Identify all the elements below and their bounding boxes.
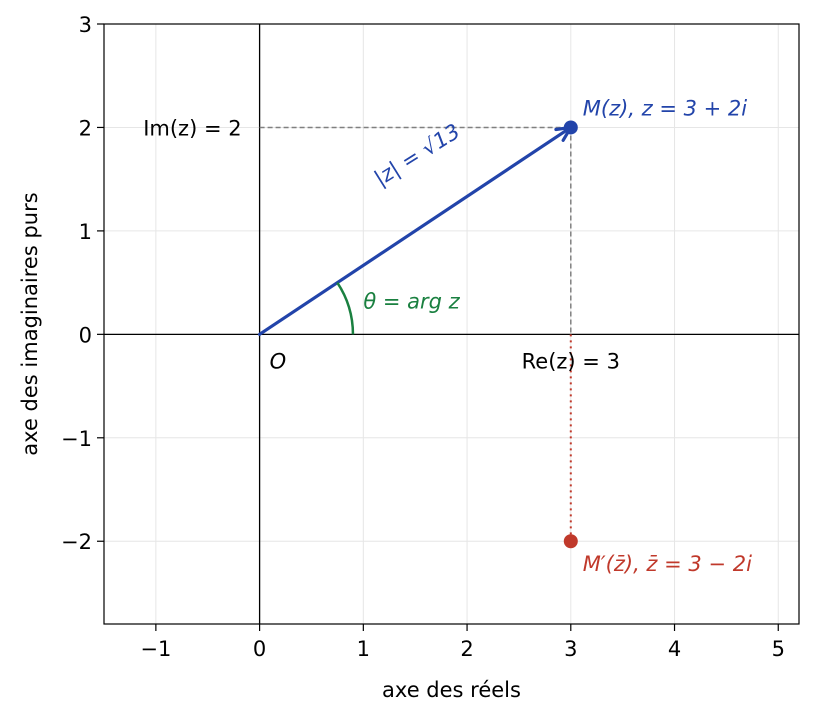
- x-tick-label: 3: [564, 637, 577, 661]
- plot-frame: [103, 23, 800, 625]
- y-tick-label: 3: [79, 13, 92, 37]
- guide-lines: [259, 126, 572, 542]
- y-tick-label: −1: [61, 427, 92, 451]
- x-tick-label: 5: [772, 637, 785, 661]
- chart-marks: [257, 120, 578, 549]
- x-tick-label: 4: [668, 637, 681, 661]
- x-axis-label: axe des réels: [382, 678, 521, 702]
- x-tick-label: 0: [253, 637, 266, 661]
- y-tick-label: −2: [61, 530, 92, 554]
- point-m-prime: [563, 534, 578, 549]
- point-m-prime-label: M′(z̄), z̄ = 3 − 2i: [583, 552, 752, 576]
- y-tick-label: 1: [79, 220, 92, 244]
- labels: axe des réels axe des imaginaires purs M(z…: [18, 96, 752, 702]
- x-tick-label: 2: [460, 637, 473, 661]
- x-tick-label: −1: [140, 637, 171, 661]
- point-m: [563, 120, 578, 135]
- axes-lines: [104, 24, 799, 624]
- vector-z-line: [257, 125, 573, 336]
- x-tick-label: 1: [357, 637, 370, 661]
- ticks: −1 0 1 2 3 4 5 −2 −1 0 1 2 3: [61, 13, 785, 661]
- re-label: Re(z) = 3: [522, 349, 620, 373]
- y-axis-label: axe des imaginaires purs: [18, 192, 42, 455]
- angle-label: θ = arg z: [363, 289, 460, 313]
- im-label: Im(z) = 2: [143, 116, 241, 140]
- y-tick-label: 0: [79, 323, 92, 347]
- point-m-label: M(z), z = 3 + 2i: [583, 96, 748, 120]
- modulus-label: |z| = √13: [370, 119, 465, 191]
- y-tick-label: 2: [79, 116, 92, 140]
- angle-arc: [336, 281, 355, 335]
- origin-label: O: [270, 349, 287, 373]
